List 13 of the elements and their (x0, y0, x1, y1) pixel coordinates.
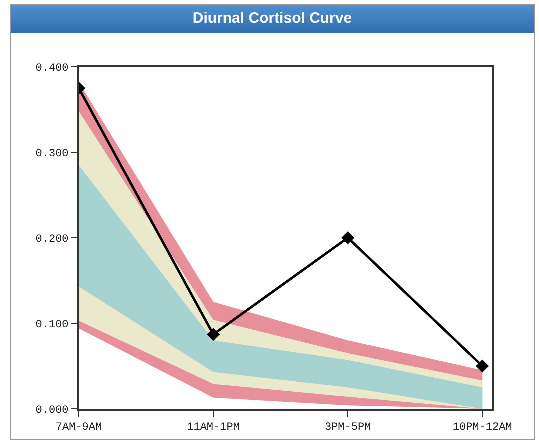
y-tick-label: 0.300 (36, 148, 69, 160)
x-tick-label: 7AM-9AM (56, 422, 102, 434)
point (207, 328, 220, 342)
x-tick-label: 11AM-1PM (187, 422, 240, 434)
y-tick-label: 0.000 (36, 404, 69, 417)
chart-title: Diurnal Cortisol Curve (11, 5, 534, 33)
x-tick-label: 10PM-12AM (452, 422, 512, 434)
y-tick-label: 0.200 (36, 234, 69, 246)
y-tick-label: 0.400 (36, 62, 69, 75)
y-tick-label: 0.100 (36, 319, 69, 332)
x-tick-label: 3PM-5PM (324, 422, 372, 434)
point (342, 232, 355, 244)
point (476, 360, 490, 373)
